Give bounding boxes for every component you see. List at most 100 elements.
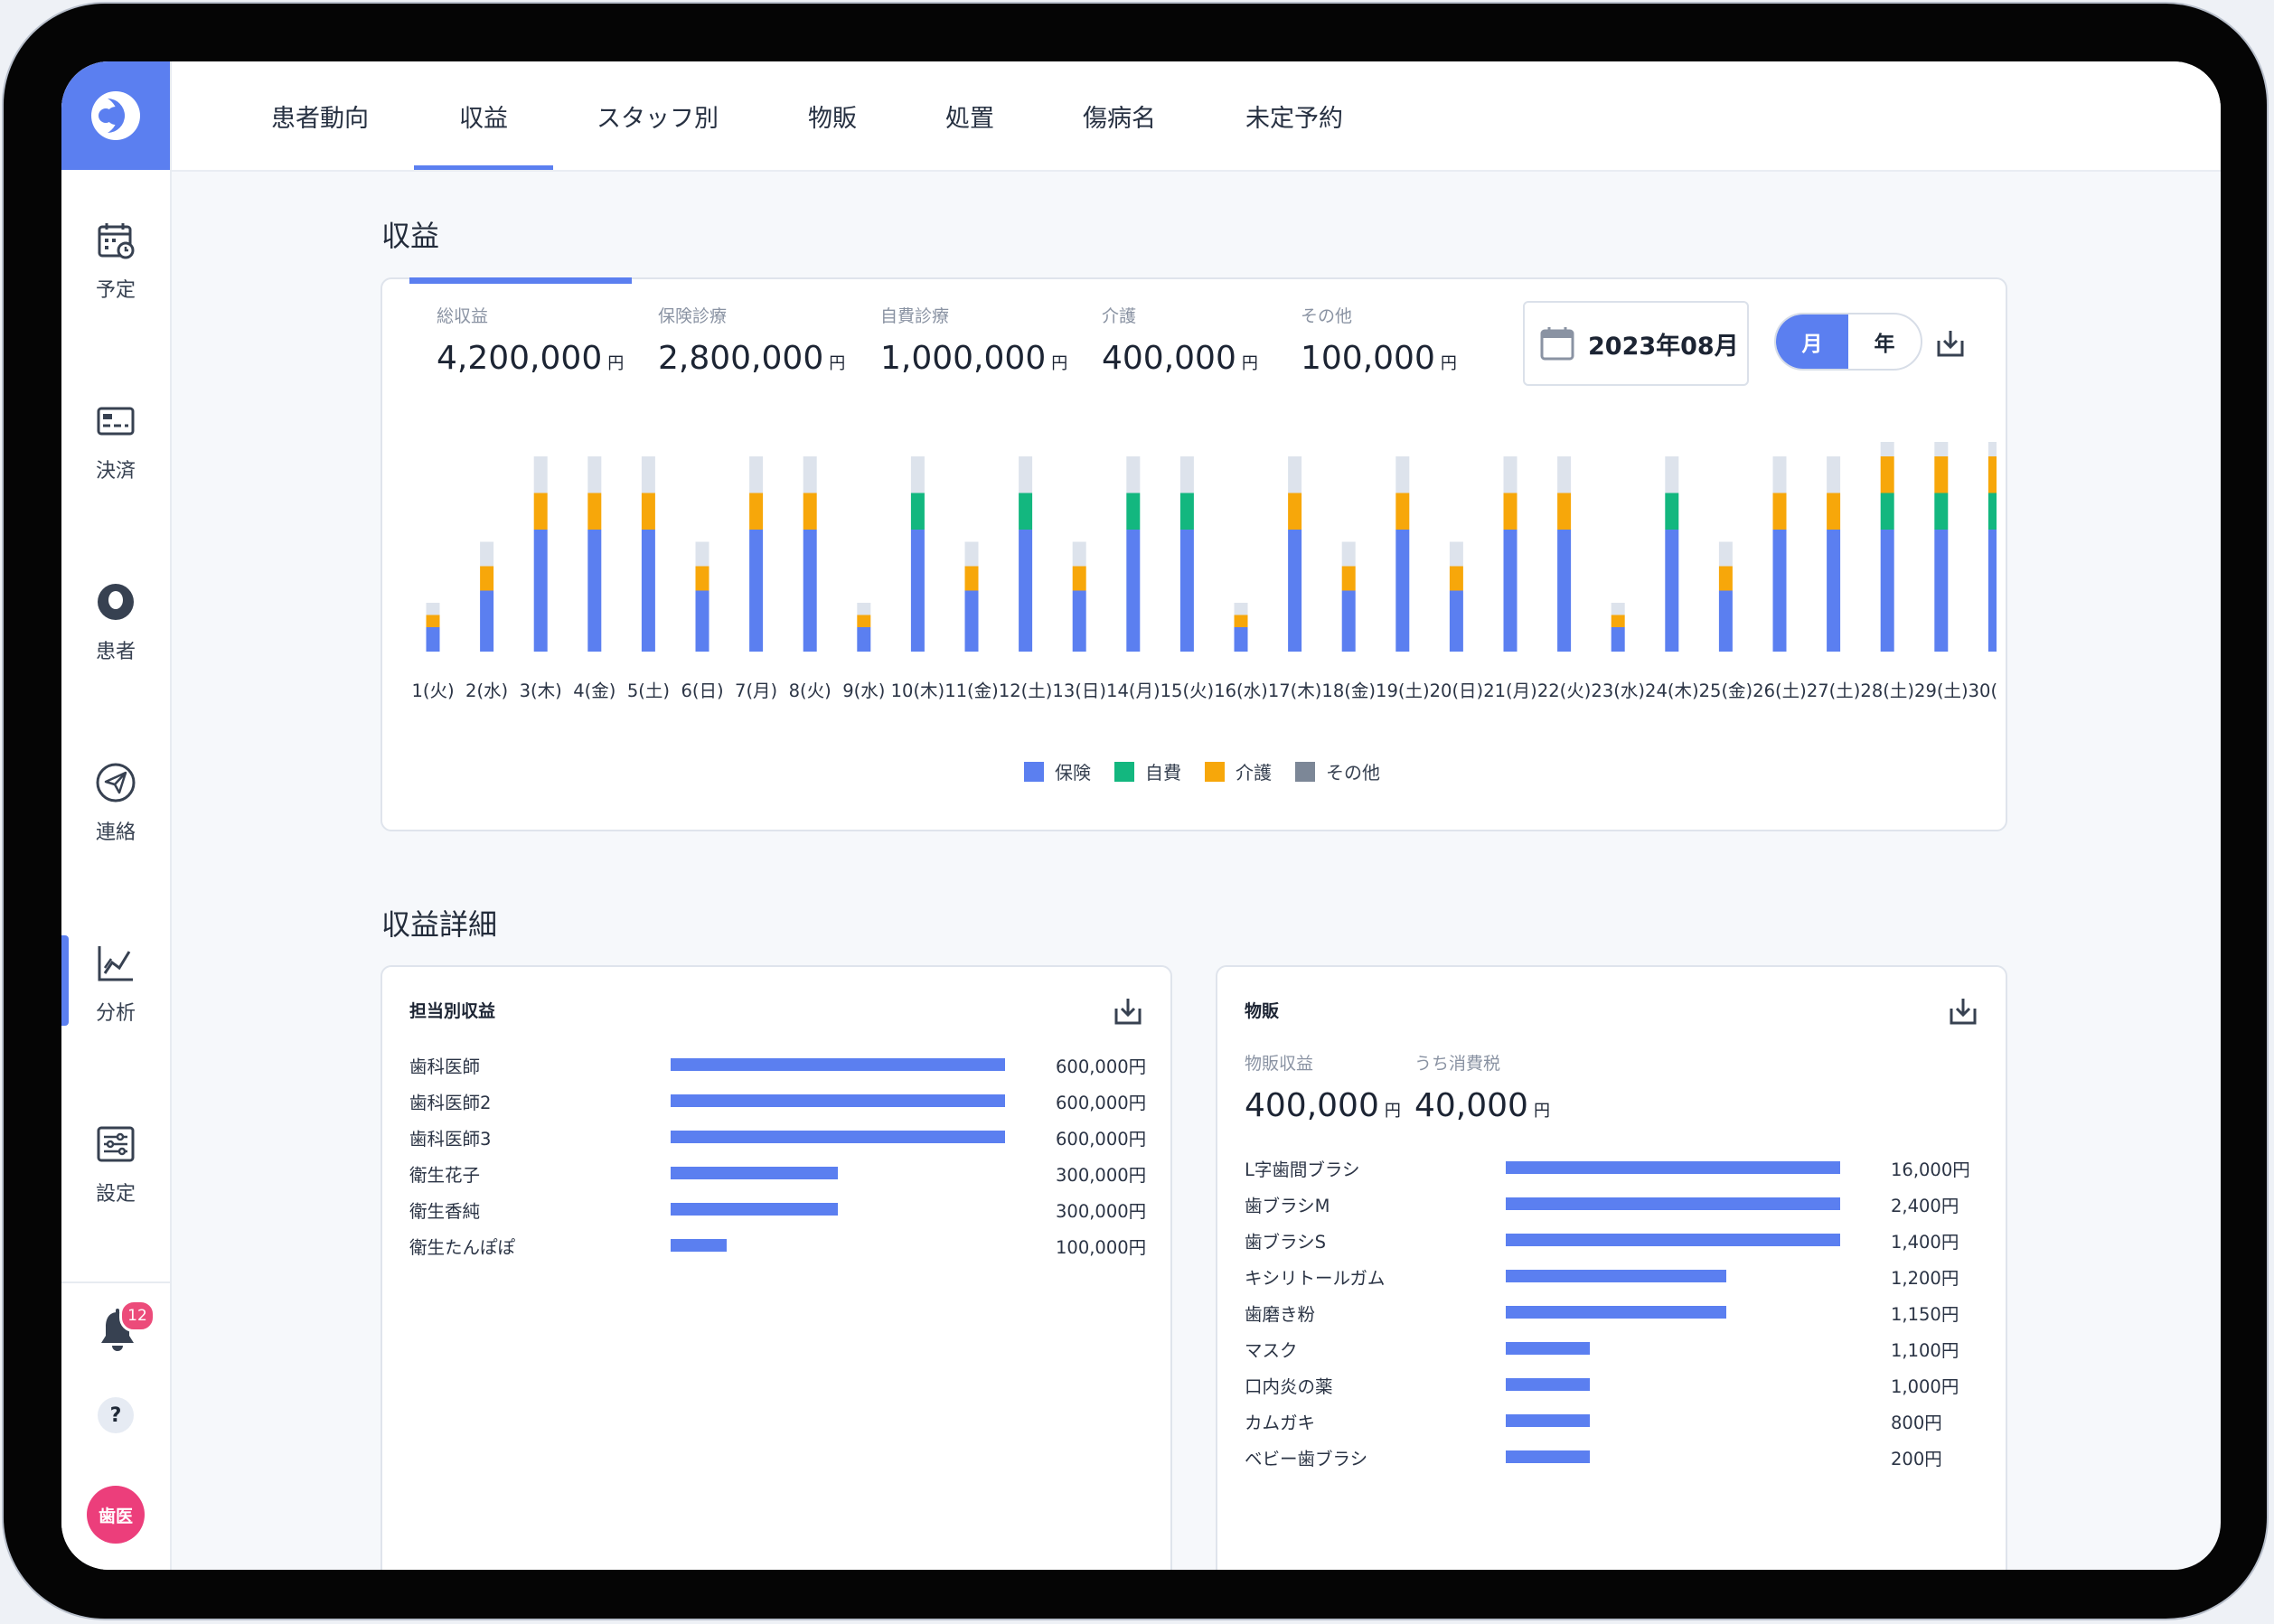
sidebar-item-patients[interactable]: 患者	[61, 581, 170, 681]
download-icon[interactable]	[1113, 996, 1143, 1027]
bar-segment[interactable]	[1449, 590, 1463, 652]
bar-segment[interactable]	[1934, 493, 1949, 530]
bar-segment[interactable]	[1827, 456, 1841, 493]
bar-segment[interactable]	[1934, 456, 1949, 493]
bar-segment[interactable]	[1611, 627, 1625, 652]
download-icon[interactable]	[1935, 328, 1966, 359]
bar-segment[interactable]	[964, 566, 979, 591]
bar-segment[interactable]	[1772, 530, 1787, 652]
bar-segment[interactable]	[641, 493, 655, 530]
bar-segment[interactable]	[533, 456, 548, 493]
bar-segment[interactable]	[1234, 603, 1248, 615]
bar-segment[interactable]	[1557, 456, 1572, 493]
bar-segment[interactable]	[1126, 493, 1141, 530]
bar-segment[interactable]	[1987, 530, 1997, 652]
bar-segment[interactable]	[1503, 493, 1518, 530]
bar-segment[interactable]	[1341, 541, 1356, 567]
bar-segment[interactable]	[1827, 530, 1841, 652]
bar-segment[interactable]	[1019, 530, 1033, 652]
bar-segment[interactable]	[587, 530, 602, 652]
bar-segment[interactable]	[1179, 530, 1194, 652]
bar-segment[interactable]	[1718, 541, 1733, 567]
bar-segment[interactable]	[533, 493, 548, 530]
tab-pending-appointments[interactable]: 未定予約	[1245, 104, 1343, 133]
bar-segment[interactable]	[1718, 590, 1733, 652]
bar-segment[interactable]	[1611, 603, 1625, 615]
sidebar-item-analytics[interactable]: 分析	[61, 935, 170, 1042]
bar-segment[interactable]	[1934, 530, 1949, 652]
sidebar-item-contact[interactable]: 連絡	[61, 762, 170, 861]
download-icon[interactable]	[1948, 996, 1978, 1027]
bar-segment[interactable]	[1557, 493, 1572, 530]
bar-segment[interactable]	[803, 456, 817, 493]
bar-segment[interactable]	[1341, 566, 1356, 591]
bar-segment[interactable]	[1503, 456, 1518, 493]
bar-segment[interactable]	[910, 456, 925, 493]
tab-treatment[interactable]: 処置	[945, 104, 994, 133]
bar-segment[interactable]	[587, 456, 602, 493]
bar-segment[interactable]	[695, 590, 709, 652]
bar-segment[interactable]	[857, 603, 871, 615]
bar-segment[interactable]	[1772, 456, 1787, 493]
bar-segment[interactable]	[480, 541, 494, 567]
sidebar-item-settings[interactable]: 設定	[61, 1123, 170, 1223]
bar-segment[interactable]	[1234, 627, 1248, 652]
tab-goods[interactable]: 物販	[808, 104, 857, 133]
bar-segment[interactable]	[1557, 530, 1572, 652]
bar-segment[interactable]	[1449, 566, 1463, 591]
bar-segment[interactable]	[857, 615, 871, 628]
bar-segment[interactable]	[1611, 615, 1625, 628]
bar-segment[interactable]	[1288, 493, 1302, 530]
bar-segment[interactable]	[1718, 566, 1733, 591]
bar-segment[interactable]	[1341, 590, 1356, 652]
bar-segment[interactable]	[803, 493, 817, 530]
tab-revenue[interactable]: 収益	[414, 61, 553, 170]
user-avatar[interactable]: 歯医	[87, 1486, 145, 1544]
bar-segment[interactable]	[1880, 530, 1894, 652]
bar-segment[interactable]	[426, 615, 440, 628]
bar-segment[interactable]	[1179, 456, 1194, 493]
bar-segment[interactable]	[803, 530, 817, 652]
bar-segment[interactable]	[749, 530, 764, 652]
app-logo[interactable]	[61, 61, 170, 170]
bar-segment[interactable]	[587, 493, 602, 530]
period-month-button[interactable]: 月	[1776, 314, 1848, 369]
bar-segment[interactable]	[695, 566, 709, 591]
bar-segment[interactable]	[1934, 442, 1949, 456]
month-picker[interactable]: 2023年08月	[1523, 301, 1749, 386]
bar-segment[interactable]	[1880, 442, 1894, 456]
bar-segment[interactable]	[1126, 530, 1141, 652]
bar-segment[interactable]	[964, 541, 979, 567]
bar-segment[interactable]	[1880, 493, 1894, 530]
bar-segment[interactable]	[1772, 493, 1787, 530]
bar-segment[interactable]	[1395, 456, 1410, 493]
bar-segment[interactable]	[1395, 493, 1410, 530]
bar-segment[interactable]	[1395, 530, 1410, 652]
bar-segment[interactable]	[1827, 493, 1841, 530]
bar-segment[interactable]	[1503, 530, 1518, 652]
bar-segment[interactable]	[910, 530, 925, 652]
bar-segment[interactable]	[749, 493, 764, 530]
bar-segment[interactable]	[1987, 493, 1997, 530]
tab-patient-trends[interactable]: 患者動向	[271, 104, 369, 133]
bar-segment[interactable]	[910, 493, 925, 530]
bar-segment[interactable]	[1019, 493, 1033, 530]
bar-segment[interactable]	[695, 541, 709, 567]
bar-segment[interactable]	[1072, 590, 1086, 652]
bar-segment[interactable]	[426, 603, 440, 615]
tab-staff[interactable]: スタッフ別	[597, 104, 719, 133]
help-button[interactable]: ?	[98, 1397, 134, 1433]
bar-segment[interactable]	[1072, 566, 1086, 591]
bar-segment[interactable]	[1665, 530, 1679, 652]
bar-segment[interactable]	[1288, 456, 1302, 493]
bar-segment[interactable]	[1880, 456, 1894, 493]
bar-segment[interactable]	[964, 590, 979, 652]
bar-segment[interactable]	[1019, 456, 1033, 493]
sidebar-item-schedule[interactable]: 予定	[61, 220, 170, 319]
bar-segment[interactable]	[533, 530, 548, 652]
bar-segment[interactable]	[1288, 530, 1302, 652]
tab-diagnosis[interactable]: 傷病名	[1083, 104, 1156, 133]
bar-segment[interactable]	[426, 627, 440, 652]
bar-segment[interactable]	[1449, 541, 1463, 567]
bar-segment[interactable]	[1126, 456, 1141, 493]
